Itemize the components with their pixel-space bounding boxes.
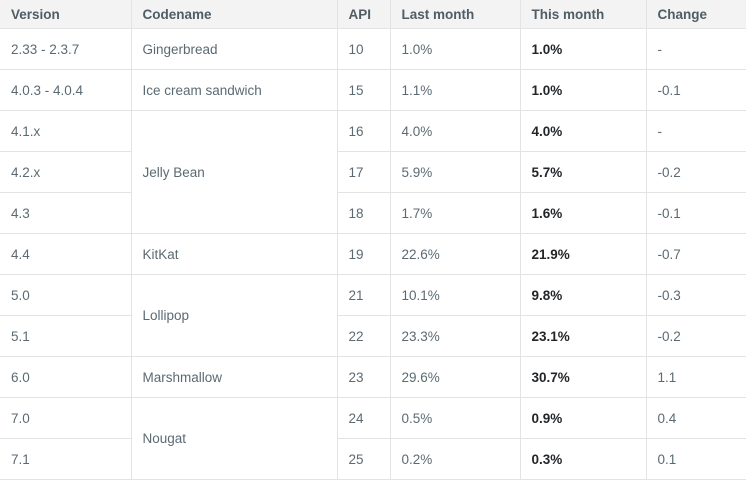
table-row: 4.3 18 1.7% 1.6% -0.1 xyxy=(0,192,746,234)
cell-this_month: 1.6% xyxy=(520,192,647,234)
table-row: 2.33 - 2.3.7 Gingerbread 10 1.0% 1.0% - xyxy=(0,28,746,70)
cell-version: 4.4 xyxy=(0,233,132,275)
cell-this_month: 1.0% xyxy=(520,28,647,70)
cell-api: 21 xyxy=(337,274,391,316)
cell-change: -0.1 xyxy=(646,192,746,234)
table-row: 7.1 25 0.2% 0.3% 0.1 xyxy=(0,438,746,480)
cell-codename: Ice cream sandwich xyxy=(131,69,338,111)
table-row: 5.1 22 23.3% 23.1% -0.2 xyxy=(0,315,746,357)
cell-this_month: 5.7% xyxy=(520,151,647,193)
cell-change: -0.1 xyxy=(646,69,746,111)
table-header-row: Version Codename API Last month This month Ch… xyxy=(0,0,746,29)
cell-last_month: 0.5% xyxy=(390,397,521,439)
cell-version: 5.0 xyxy=(0,274,132,316)
column-header-last_month[interactable]: Last month xyxy=(390,0,521,29)
cell-last_month: 1.7% xyxy=(390,192,521,234)
cell-last_month: 4.0% xyxy=(390,110,521,152)
cell-change: 1.1 xyxy=(646,356,746,398)
cell-this_month: 21.9% xyxy=(520,233,647,275)
column-header-version[interactable]: Version xyxy=(0,0,132,29)
cell-this_month: 4.0% xyxy=(520,110,647,152)
table-header: Version Codename API Last month This month Ch… xyxy=(0,0,746,29)
cell-version: 4.2.x xyxy=(0,151,132,193)
cell-version: 5.1 xyxy=(0,315,132,357)
cell-last_month: 29.6% xyxy=(390,356,521,398)
cell-version: 2.33 - 2.3.7 xyxy=(0,28,132,70)
cell-api: 25 xyxy=(337,438,391,480)
cell-codename: Nougat xyxy=(131,397,338,480)
cell-api: 16 xyxy=(337,110,391,152)
table-row: 7.0 Nougat 24 0.5% 0.9% 0.4 xyxy=(0,397,746,480)
cell-this_month: 9.8% xyxy=(520,274,647,316)
cell-codename: Jelly Bean xyxy=(131,110,338,234)
cell-codename: Lollipop xyxy=(131,274,338,357)
table-row: 6.0 Marshmallow 23 29.6% 30.7% 1.1 xyxy=(0,356,746,398)
cell-codename: KitKat xyxy=(131,233,338,275)
cell-api: 23 xyxy=(337,356,391,398)
cell-change: 0.1 xyxy=(646,438,746,480)
column-header-change[interactable]: Change xyxy=(646,0,746,29)
cell-change: -0.7 xyxy=(646,233,746,275)
table-row: 4.1.x Jelly Bean 16 4.0% 4.0% - xyxy=(0,110,746,234)
table-row: 4.4 KitKat 19 22.6% 21.9% -0.7 xyxy=(0,233,746,275)
cell-this_month: 0.3% xyxy=(520,438,647,480)
cell-last_month: 1.0% xyxy=(390,28,521,70)
column-header-this_month[interactable]: This month xyxy=(520,0,647,29)
cell-change: -0.3 xyxy=(646,274,746,316)
column-header-codename[interactable]: Codename xyxy=(131,0,338,29)
table-body: 2.33 - 2.3.7 Gingerbread 10 1.0% 1.0% -4.0.3 … xyxy=(0,28,746,480)
column-header-api[interactable]: API xyxy=(337,0,391,29)
cell-change: - xyxy=(646,28,746,70)
cell-change: 0.4 xyxy=(646,397,746,439)
table-row: 5.0 Lollipop 21 10.1% 9.8% -0.3 xyxy=(0,274,746,357)
cell-api: 19 xyxy=(337,233,391,275)
cell-this_month: 0.9% xyxy=(520,397,647,439)
cell-this_month: 1.0% xyxy=(520,69,647,111)
cell-this_month: 30.7% xyxy=(520,356,647,398)
cell-api: 10 xyxy=(337,28,391,70)
cell-api: 15 xyxy=(337,69,391,111)
cell-last_month: 1.1% xyxy=(390,69,521,111)
cell-change: -0.2 xyxy=(646,151,746,193)
cell-version: 6.0 xyxy=(0,356,132,398)
cell-last_month: 22.6% xyxy=(390,233,521,275)
cell-last_month: 10.1% xyxy=(390,274,521,316)
cell-api: 22 xyxy=(337,315,391,357)
cell-api: 24 xyxy=(337,397,391,439)
cell-last_month: 5.9% xyxy=(390,151,521,193)
cell-codename: Marshmallow xyxy=(131,356,338,398)
table-row: 4.2.x 17 5.9% 5.7% -0.2 xyxy=(0,151,746,193)
cell-change: - xyxy=(646,110,746,152)
cell-this_month: 23.1% xyxy=(520,315,647,357)
table-row: 4.0.3 - 4.0.4 Ice cream sandwich 15 1.1% 1.0… xyxy=(0,69,746,111)
cell-api: 17 xyxy=(337,151,391,193)
cell-version: 4.0.3 - 4.0.4 xyxy=(0,69,132,111)
cell-version: 7.0 xyxy=(0,397,132,439)
cell-last_month: 0.2% xyxy=(390,438,521,480)
cell-version: 4.1.x xyxy=(0,110,132,152)
cell-change: -0.2 xyxy=(646,315,746,357)
cell-last_month: 23.3% xyxy=(390,315,521,357)
cell-version: 4.3 xyxy=(0,192,132,234)
cell-version: 7.1 xyxy=(0,438,132,480)
cell-api: 18 xyxy=(337,192,391,234)
cell-codename: Gingerbread xyxy=(131,28,338,70)
